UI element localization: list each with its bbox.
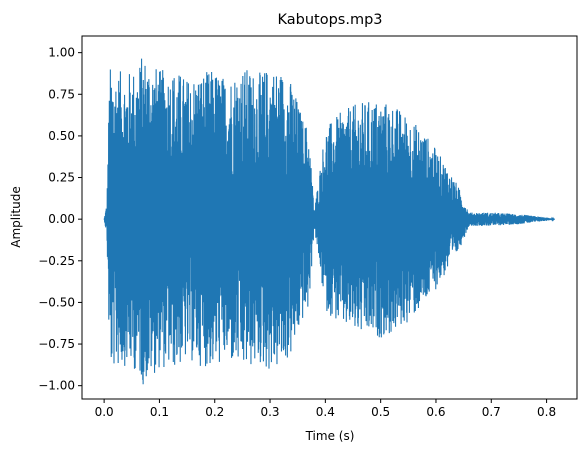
x-axis: 0.0 0.1 0.2 0.3 0.4 0.5 0.6 0.7 0.8 (95, 399, 556, 419)
y-axis-label: Amplitude (9, 186, 23, 248)
x-tick-label: 0.7 (482, 405, 501, 419)
plot-area (103, 58, 555, 385)
plot-frame (81, 35, 578, 400)
x-tick-label: 0.6 (426, 405, 445, 419)
y-tick-label: 0.25 (48, 171, 75, 185)
y-tick-label: −0.25 (38, 254, 75, 268)
y-tick-label: −0.75 (38, 337, 75, 351)
y-tick-label: −0.50 (38, 295, 75, 309)
x-tick-label: 0.8 (537, 405, 556, 419)
x-tick-label: 0.3 (260, 405, 279, 419)
y-tick-label: 0.50 (48, 129, 75, 143)
y-tick-label: 0.00 (48, 212, 75, 226)
y-tick-label: −1.00 (38, 379, 75, 393)
chart-title: Kabutops.mp3 (277, 12, 382, 28)
x-axis-label: Time (s) (305, 429, 355, 443)
x-tick-label: 0.2 (205, 405, 224, 419)
y-tick-label: 0.75 (48, 87, 75, 101)
waveform-line (103, 58, 555, 385)
x-tick-label: 0.1 (150, 405, 169, 419)
y-axis: 1.00 0.75 0.50 0.25 0.00 −0.25 −0.50 −0.75 −1.00 (38, 46, 82, 393)
x-tick-label: 0.5 (371, 405, 390, 419)
x-tick-label: 0.0 (95, 405, 114, 419)
y-tick-label: 1.00 (48, 46, 75, 60)
x-tick-label: 0.4 (316, 405, 335, 419)
